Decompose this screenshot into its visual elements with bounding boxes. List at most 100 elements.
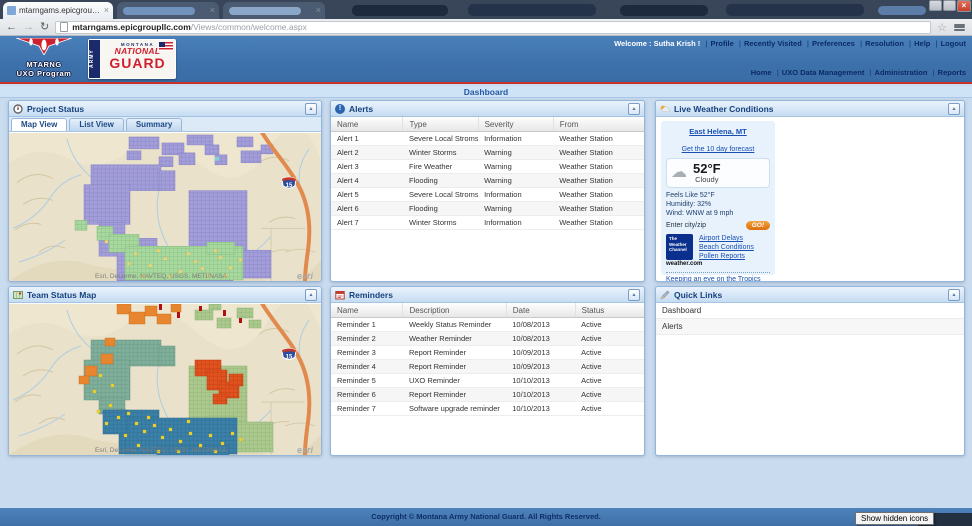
team-status-map[interactable]: 15 Esri, DeLorme, NAVTEQ, USGS, METI/NAS… xyxy=(9,304,321,455)
quick-links-panel: Quick Links ▲ Dashboard Alerts xyxy=(655,286,965,456)
guard-logo-national: NATIONAL xyxy=(114,46,161,56)
link-preferences[interactable]: Preferences xyxy=(812,39,855,48)
col-name[interactable]: Name xyxy=(331,303,404,318)
bookmark-star-icon[interactable]: ☆ xyxy=(937,21,947,34)
us-flag-icon xyxy=(159,42,173,51)
show-hidden-icons-tooltip: Show hidden icons xyxy=(855,512,935,525)
map-attribution: Esri, DeLorme, NAVTEQ, USGS, METI/NASA xyxy=(95,447,228,454)
dashboard-content: Project Status ▲ Map View List View Summ… xyxy=(0,99,972,508)
tab-summary[interactable]: Summary xyxy=(125,118,183,131)
tab-3-redacted-label xyxy=(229,7,301,15)
reminders-title: Reminders xyxy=(349,289,393,300)
weather-icon xyxy=(660,104,670,114)
quick-links-icon xyxy=(660,290,670,300)
tab-list-view[interactable]: List View xyxy=(69,118,124,131)
project-status-map[interactable]: 15 Esri, DeLorme, NAVTEQ, USGS, METI/NAS… xyxy=(9,133,321,281)
quick-link-dashboard[interactable]: Dashboard xyxy=(656,303,964,319)
link-help[interactable]: Help xyxy=(914,39,931,48)
weather-widget: East Helena, MT Get the 10 day forecast … xyxy=(661,121,775,281)
pollen-reports-link[interactable]: Pollen Reports xyxy=(699,253,745,260)
alerts-table: Name Type Severity From Alert 1 Severe Lo… xyxy=(331,117,644,230)
browser-tab-3[interactable]: × xyxy=(223,2,325,19)
url-field[interactable]: mtarngams.epicgroupllc.com/Views/common/… xyxy=(55,20,932,34)
condition: Cloudy xyxy=(695,175,719,184)
forecast-link[interactable]: Get the 10 day forecast xyxy=(681,146,755,153)
browser-tab-active[interactable]: mtarngams.epicgroupllc.c × xyxy=(3,2,113,19)
quick-link-alerts[interactable]: Alerts xyxy=(656,319,964,335)
link-recently-visited[interactable]: Recently Visited xyxy=(744,39,802,48)
titlebar-redaction xyxy=(620,5,708,16)
forward-icon[interactable]: → xyxy=(23,20,34,33)
tab-map-view[interactable]: Map View xyxy=(11,118,68,131)
tropics-link[interactable]: Keeping an eye on the Tropics xyxy=(666,276,761,282)
window-maximize-button[interactable] xyxy=(943,0,956,11)
reminders-panel: Reminders ▲ Name Description Date Status… xyxy=(330,286,645,456)
uxo-logo-line1: MTARNG xyxy=(26,60,62,69)
link-logout[interactable]: Logout xyxy=(940,39,966,48)
project-status-panel: Project Status ▲ Map View List View Summ… xyxy=(8,100,322,282)
nav-home[interactable]: Home xyxy=(750,68,772,77)
alerts-collapse-icon[interactable]: ▲ xyxy=(628,102,640,115)
team-status-title: Team Status Map xyxy=(27,289,97,300)
page-title: Dashboard xyxy=(0,86,972,98)
col-status[interactable]: Status xyxy=(575,303,644,318)
table-row: Alert 6 Flooding Warning Weather Station xyxy=(331,201,644,216)
weather-location-link[interactable]: East Helena, MT xyxy=(689,127,747,136)
go-button[interactable]: GO! xyxy=(745,221,770,230)
project-status-collapse-icon[interactable]: ▲ xyxy=(305,102,317,115)
reload-icon[interactable]: ↻ xyxy=(40,20,50,33)
alerts-icon: ! xyxy=(335,103,345,114)
col-name[interactable]: Name xyxy=(331,117,404,132)
airport-delays-link[interactable]: Airport Delays xyxy=(699,235,743,242)
reminders-icon xyxy=(335,290,345,300)
humidity: Humidity: 32% xyxy=(666,201,712,208)
browser-menu-icon[interactable] xyxy=(953,22,966,33)
col-from[interactable]: From xyxy=(553,117,644,132)
army-national-guard-logo: ARMY MONTANA NATIONAL GUARD xyxy=(88,39,176,79)
city-zip-prompt: Enter city/zip xyxy=(666,222,707,229)
team-status-panel: Team Status Map ▲ xyxy=(8,286,322,456)
tab-3-close-icon[interactable]: × xyxy=(315,5,321,15)
map-attribution: Esri, DeLorme, NAVTEQ, USGS, METI/NASA xyxy=(95,273,228,280)
titlebar-redaction xyxy=(878,6,926,15)
window-minimize-button[interactable] xyxy=(929,0,942,11)
alerts-title: Alerts xyxy=(349,103,374,114)
highway-label: 15 xyxy=(286,183,293,189)
footer-copyright: Copyright © Montana Army National Guard.… xyxy=(0,508,972,526)
link-resolution[interactable]: Resolution xyxy=(865,39,904,48)
col-description[interactable]: Description xyxy=(402,303,507,318)
mtarng-uxo-logo: MTARNG UXO Program xyxy=(8,37,80,78)
interstate-15-shield: 15 xyxy=(281,348,297,361)
alerts-header-row: Name Type Severity From xyxy=(331,117,644,132)
reminders-collapse-icon[interactable]: ▲ xyxy=(628,288,640,301)
titlebar-redaction xyxy=(352,5,448,16)
col-type[interactable]: Type xyxy=(402,117,479,132)
team-status-collapse-icon[interactable]: ▲ xyxy=(305,288,317,301)
uxo-emblem-icon xyxy=(15,37,73,56)
tab-2-close-icon[interactable]: × xyxy=(209,5,215,15)
nav-reports[interactable]: Reports xyxy=(937,68,966,77)
project-status-icon xyxy=(13,103,23,114)
interstate-15-shield: 15 xyxy=(281,176,297,189)
col-date[interactable]: Date xyxy=(506,303,576,318)
beach-conditions-link[interactable]: Beach Conditions xyxy=(699,244,754,251)
tab-close-icon[interactable]: × xyxy=(103,5,109,15)
site-header: MTARNG UXO Program ARMY MONTANA NATIONAL… xyxy=(0,36,972,84)
guard-logo-guard: GUARD xyxy=(109,55,166,71)
tab-favicon-icon xyxy=(7,6,16,15)
weather-header: Live Weather Conditions ▲ xyxy=(656,101,964,117)
quick-links-header: Quick Links ▲ xyxy=(656,287,964,303)
project-status-tabs: Map View List View Summary xyxy=(9,117,321,132)
reminders-header-row: Name Description Date Status xyxy=(331,303,644,318)
browser-tab-2[interactable]: × xyxy=(117,2,219,19)
quick-links-collapse-icon[interactable]: ▲ xyxy=(948,288,960,301)
weather-collapse-icon[interactable]: ▲ xyxy=(948,102,960,115)
weather-title: Live Weather Conditions xyxy=(674,103,774,114)
window-close-button[interactable]: × xyxy=(957,0,971,12)
col-severity[interactable]: Severity xyxy=(478,117,554,132)
back-icon[interactable]: ← xyxy=(6,20,17,33)
nav-administration[interactable]: Administration xyxy=(874,68,928,77)
nav-uxo-data-management[interactable]: UXO Data Management xyxy=(781,68,865,77)
table-row: Alert 3 Fire Weather Warning Weather Statio… xyxy=(331,159,644,174)
link-profile[interactable]: Profile xyxy=(710,39,734,48)
